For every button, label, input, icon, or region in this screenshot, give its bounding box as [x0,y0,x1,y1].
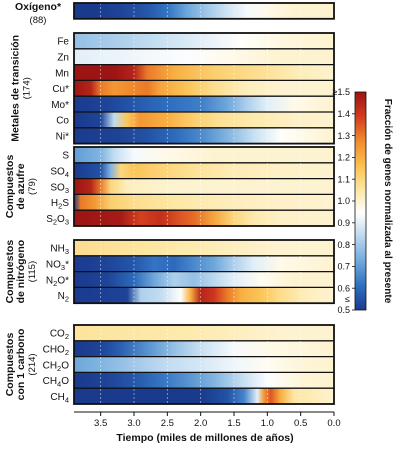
x-tick-label: 0.0 [327,418,340,429]
panel-frame [73,239,335,305]
heatmap-row [74,194,334,211]
row-label: H2S [51,198,69,211]
colorbar-tick-label: 1.1 [337,174,350,184]
row-label: SO4 [50,167,69,180]
colorbar-title: Fracción de genes normalizada al present… [382,99,393,304]
x-tick-label: 1.5 [227,418,240,429]
colorbar-tick-label: 0.7 [337,262,350,272]
heatmap-row [74,127,334,144]
colorbar-top-label: ≥1.5 [333,87,350,97]
heatmap-row [74,147,334,163]
heatmap-row [74,178,334,195]
row-label: NO3* [46,260,69,273]
colorbar-tick-label: 1.3 [337,131,350,141]
row-label: CH2O [43,360,70,373]
row-label: NH3 [50,244,69,257]
heatmap-row [74,356,334,373]
heatmap-row [74,3,334,19]
row-label: S2O3 [46,214,69,227]
colorbar-tick-label: 0.9 [337,218,350,228]
panel-frame [73,32,335,145]
row-label: CH4O [43,376,70,389]
row-label: Mn [55,68,69,79]
x-tick-label: 3.5 [94,418,107,429]
row-label: CH4 [50,392,69,405]
colorbar-tick-label: 1.0 [337,196,350,206]
group-label: con 1 carbono [15,329,27,401]
group-labels: Oxígeno* (88) Metales de transición (174) Co… [4,1,62,400]
colorbar-tick-label: 0.5 [337,305,350,315]
row-label: CO2 [50,329,69,342]
row-labels: Fe Zn Mn Cu* Mo* Co Ni* S SO4 SO3 H2S S2O3 NH3 NO3* N2… [43,37,70,405]
heatmap-panels [73,2,335,405]
row-label: Co [56,116,69,127]
heatmap-row [74,372,334,389]
heatmap-row [74,210,334,226]
group-count: (115) [27,261,38,282]
row-label: Fe [57,37,69,48]
colorbar-bottom-label: ≤ [345,294,350,304]
heatmap-row [74,112,334,128]
row-label: Mo* [51,100,69,111]
heatmap-row [74,162,334,179]
x-tick-label: 3.0 [127,418,140,429]
panel-frame [73,146,335,227]
row-label: Ni* [56,132,69,143]
group-count: (214) [27,353,38,375]
group-count: (174) [22,77,33,99]
row-label: Cu* [52,84,69,95]
colorbar: 0.5 0.6 0.7 0.8 0.9 1.0 1.1 1.2 1.3 1.4 ≥1.5 ≤ Fracc… [333,87,393,315]
row-label: SO3 [50,182,69,195]
group-count: (88) [30,15,47,26]
group-label: Oxígeno* [15,1,62,13]
group-label: Compuestos [4,333,16,397]
heatmap-row [74,325,334,341]
row-label: Zn [57,53,69,64]
colorbar-tick-label: 0.6 [337,283,350,293]
heatmap-row [74,255,334,272]
group-label: de azufre [15,163,27,209]
heatmap-row [74,287,334,304]
heatmap-row [74,388,334,404]
group-label: de nitrógeno [15,240,27,304]
colorbar-scale [354,91,367,311]
row-label: CHO2 [43,345,69,358]
x-axis-title: Tiempo (miles de millones de años) [116,432,293,444]
colorbar-tick-label: 0.8 [337,240,350,250]
heatmap-row [74,340,334,357]
x-tick-label: 2.5 [161,418,174,429]
heatmap-row [74,80,334,97]
group-label: Compuestos [4,240,16,304]
heatmap-row [74,240,334,256]
group-label: Compuestos [4,155,16,219]
panel-frame [73,2,335,20]
heatmap-row [74,96,334,112]
colorbar-tick-label: 1.2 [337,153,350,163]
x-tick-label: 1.0 [261,418,274,429]
row-label: N2O* [46,275,69,288]
group-label: Metales de transición [10,35,22,142]
colorbar-tick-label: 1.4 [337,109,350,119]
heatmap-row [74,33,334,49]
heatmap-row [74,64,334,81]
heatmap-row [74,48,334,65]
row-label: N2 [58,291,69,304]
x-tick-label: 0.5 [294,418,307,429]
row-label: S [62,151,69,162]
panel-frame [73,324,335,405]
group-count: (79) [27,178,38,195]
heatmap-row [74,271,334,288]
x-axis: 3.5 3.0 2.5 2.0 1.5 1.0 0.5 0.0 [74,411,341,429]
x-tick-label: 2.0 [194,418,207,429]
